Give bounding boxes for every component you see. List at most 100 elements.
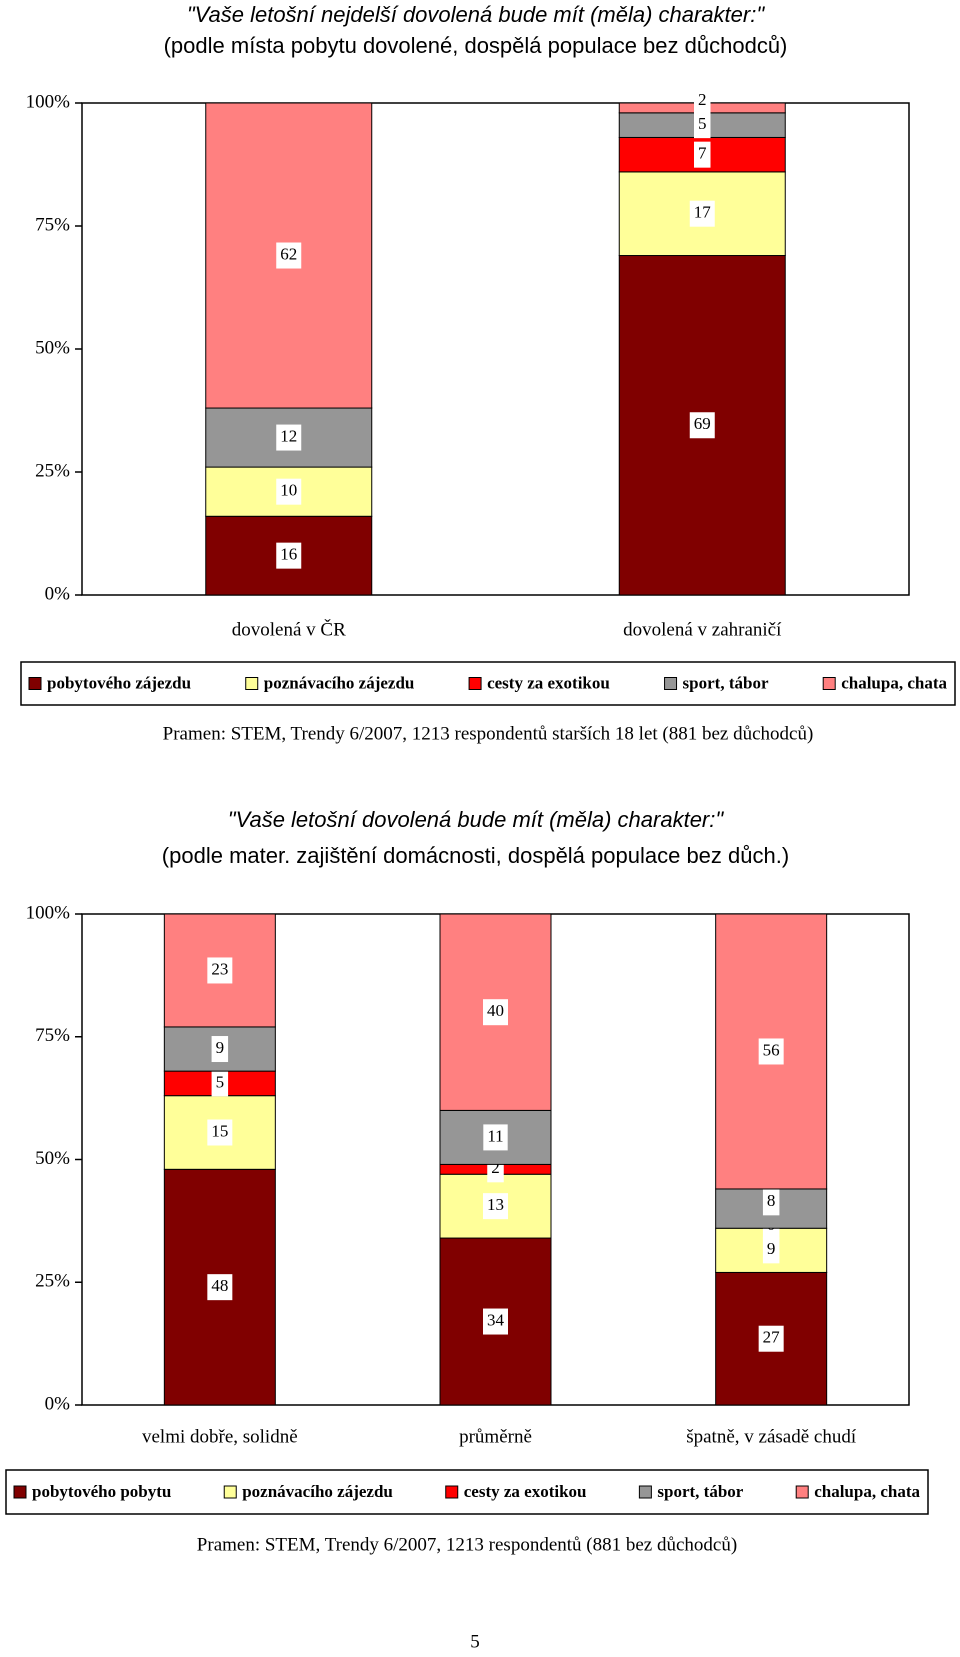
legend-label: pobytového pobytu: [32, 1482, 171, 1501]
value-label-group: 23: [207, 957, 233, 984]
value-label: 23: [211, 959, 228, 978]
y-tick-label: 25%: [35, 1271, 70, 1292]
value-label-box: [207, 957, 233, 984]
value-label-box: [694, 88, 711, 115]
legend-label: sport, tábor: [657, 1482, 743, 1501]
value-label-group: 9: [762, 1237, 780, 1264]
value-label-box: [689, 412, 715, 439]
bar-segment: [439, 1237, 552, 1406]
y-tick-label: 0%: [45, 1393, 71, 1414]
value-label-box: [207, 1274, 233, 1301]
value-label-group: 15: [207, 1119, 233, 1146]
value-label: 15: [211, 1121, 228, 1140]
value-label: 69: [694, 414, 711, 433]
x-tick-label: dovolená v ČR: [232, 618, 346, 640]
legend-swatch: [822, 677, 836, 690]
value-label-box: [276, 478, 302, 505]
y-tick-label: 75%: [35, 214, 70, 235]
value-label: 17: [694, 203, 712, 222]
value-label-group: 34: [483, 1308, 508, 1335]
value-label-box: [762, 1189, 780, 1216]
value-label-box: [276, 542, 302, 569]
legend-label: chalupa, chata: [814, 1482, 920, 1501]
legend-label: poznávacího zájezdu: [264, 673, 415, 692]
legend-label: pobytového zájezdu: [47, 673, 191, 692]
value-label-group: 8: [762, 1189, 780, 1216]
value-label-box: [762, 1237, 780, 1264]
legend-label: poznávacího zájezdu: [242, 1482, 393, 1501]
value-label: 48: [211, 1276, 228, 1295]
value-label: 9: [216, 1038, 225, 1057]
value-label-box: [483, 1124, 508, 1151]
value-label: 2: [491, 1158, 500, 1177]
legend-swatch: [245, 677, 259, 690]
value-label: 40: [487, 1001, 504, 1020]
value-label: 16: [280, 545, 297, 564]
value-label-box: [483, 999, 508, 1026]
legend-label: cesty za exotikou: [487, 673, 610, 692]
value-label-group: 10: [276, 478, 302, 505]
value-label-group: 11: [483, 1124, 508, 1151]
value-label-box: [483, 1308, 508, 1335]
legend-swatch: [13, 1485, 27, 1499]
legend-swatch: [223, 1485, 237, 1499]
value-label-box: [694, 141, 711, 168]
value-label-box: [758, 1038, 784, 1065]
value-label: 27: [763, 1328, 781, 1347]
x-tick-label: špatně, v zásadě chudí: [686, 1426, 857, 1447]
legend-swatch: [795, 1485, 809, 1499]
value-label: 9: [767, 1239, 776, 1258]
value-label: 8: [767, 1191, 776, 1210]
value-label-group: 13: [483, 1193, 508, 1220]
chart-subtitle: (podle místa pobytu dovolené, dospělá po…: [164, 33, 788, 58]
value-label-group: 9: [211, 1036, 229, 1063]
value-label-box: [689, 200, 715, 227]
value-label: 62: [280, 244, 297, 263]
value-label-group: 40: [483, 999, 508, 1026]
value-label-box: [211, 1070, 229, 1097]
value-label: 34: [487, 1310, 505, 1329]
value-label-box: [758, 1325, 784, 1352]
value-label: 10: [280, 481, 297, 500]
chart-title: "Vaše letošní nejdelší dovolená bude mít…: [187, 2, 766, 27]
chart-subtitle: (podle mater. zajištění domácnosti, dosp…: [162, 843, 789, 868]
value-label: 56: [763, 1040, 780, 1059]
value-label-box: [694, 112, 711, 139]
y-tick-label: 100%: [26, 91, 71, 112]
value-label-group: 62: [276, 242, 302, 269]
value-label: 13: [487, 1195, 504, 1214]
y-tick-label: 50%: [35, 1148, 70, 1169]
value-label-group: 5: [694, 112, 711, 139]
legend-box: [20, 661, 956, 706]
value-label-box: [207, 1119, 233, 1146]
source-note: Pramen: STEM, Trendy 6/2007, 1213 respon…: [163, 723, 814, 744]
value-label: 5: [698, 114, 707, 133]
x-tick-label: velmi dobře, solidně: [142, 1426, 298, 1447]
value-label: 7: [698, 144, 707, 163]
y-tick-label: 25%: [35, 460, 70, 481]
value-label-group: 48: [207, 1274, 233, 1301]
value-label-box: [483, 1193, 508, 1220]
page-number: 5: [470, 1631, 480, 1652]
value-label-box: [276, 424, 302, 451]
legend-label: chalupa, chata: [841, 673, 947, 692]
value-label-group: 16: [276, 542, 302, 569]
value-label-box: [211, 1036, 229, 1063]
y-tick-label: 0%: [45, 583, 71, 604]
y-tick-label: 75%: [35, 1025, 70, 1046]
value-label-group: 56: [758, 1038, 784, 1065]
legend-label: sport, tábor: [683, 673, 769, 692]
chart-title: "Vaše letošní dovolená bude mít (měla) c…: [228, 807, 725, 832]
value-label: 2: [698, 90, 707, 109]
x-tick-label: dovolená v zahraničí: [623, 619, 782, 640]
legend-swatch: [468, 677, 482, 690]
legend-swatch: [28, 677, 42, 690]
legend-swatch: [638, 1485, 652, 1499]
value-label-group: 27: [758, 1325, 784, 1352]
source-note: Pramen: STEM, Trendy 6/2007, 1213 respon…: [197, 1534, 737, 1555]
value-label-group: 69: [689, 412, 715, 439]
legend-swatch: [664, 677, 678, 690]
y-tick-label: 100%: [26, 902, 71, 923]
value-label-group: 7: [694, 141, 711, 168]
